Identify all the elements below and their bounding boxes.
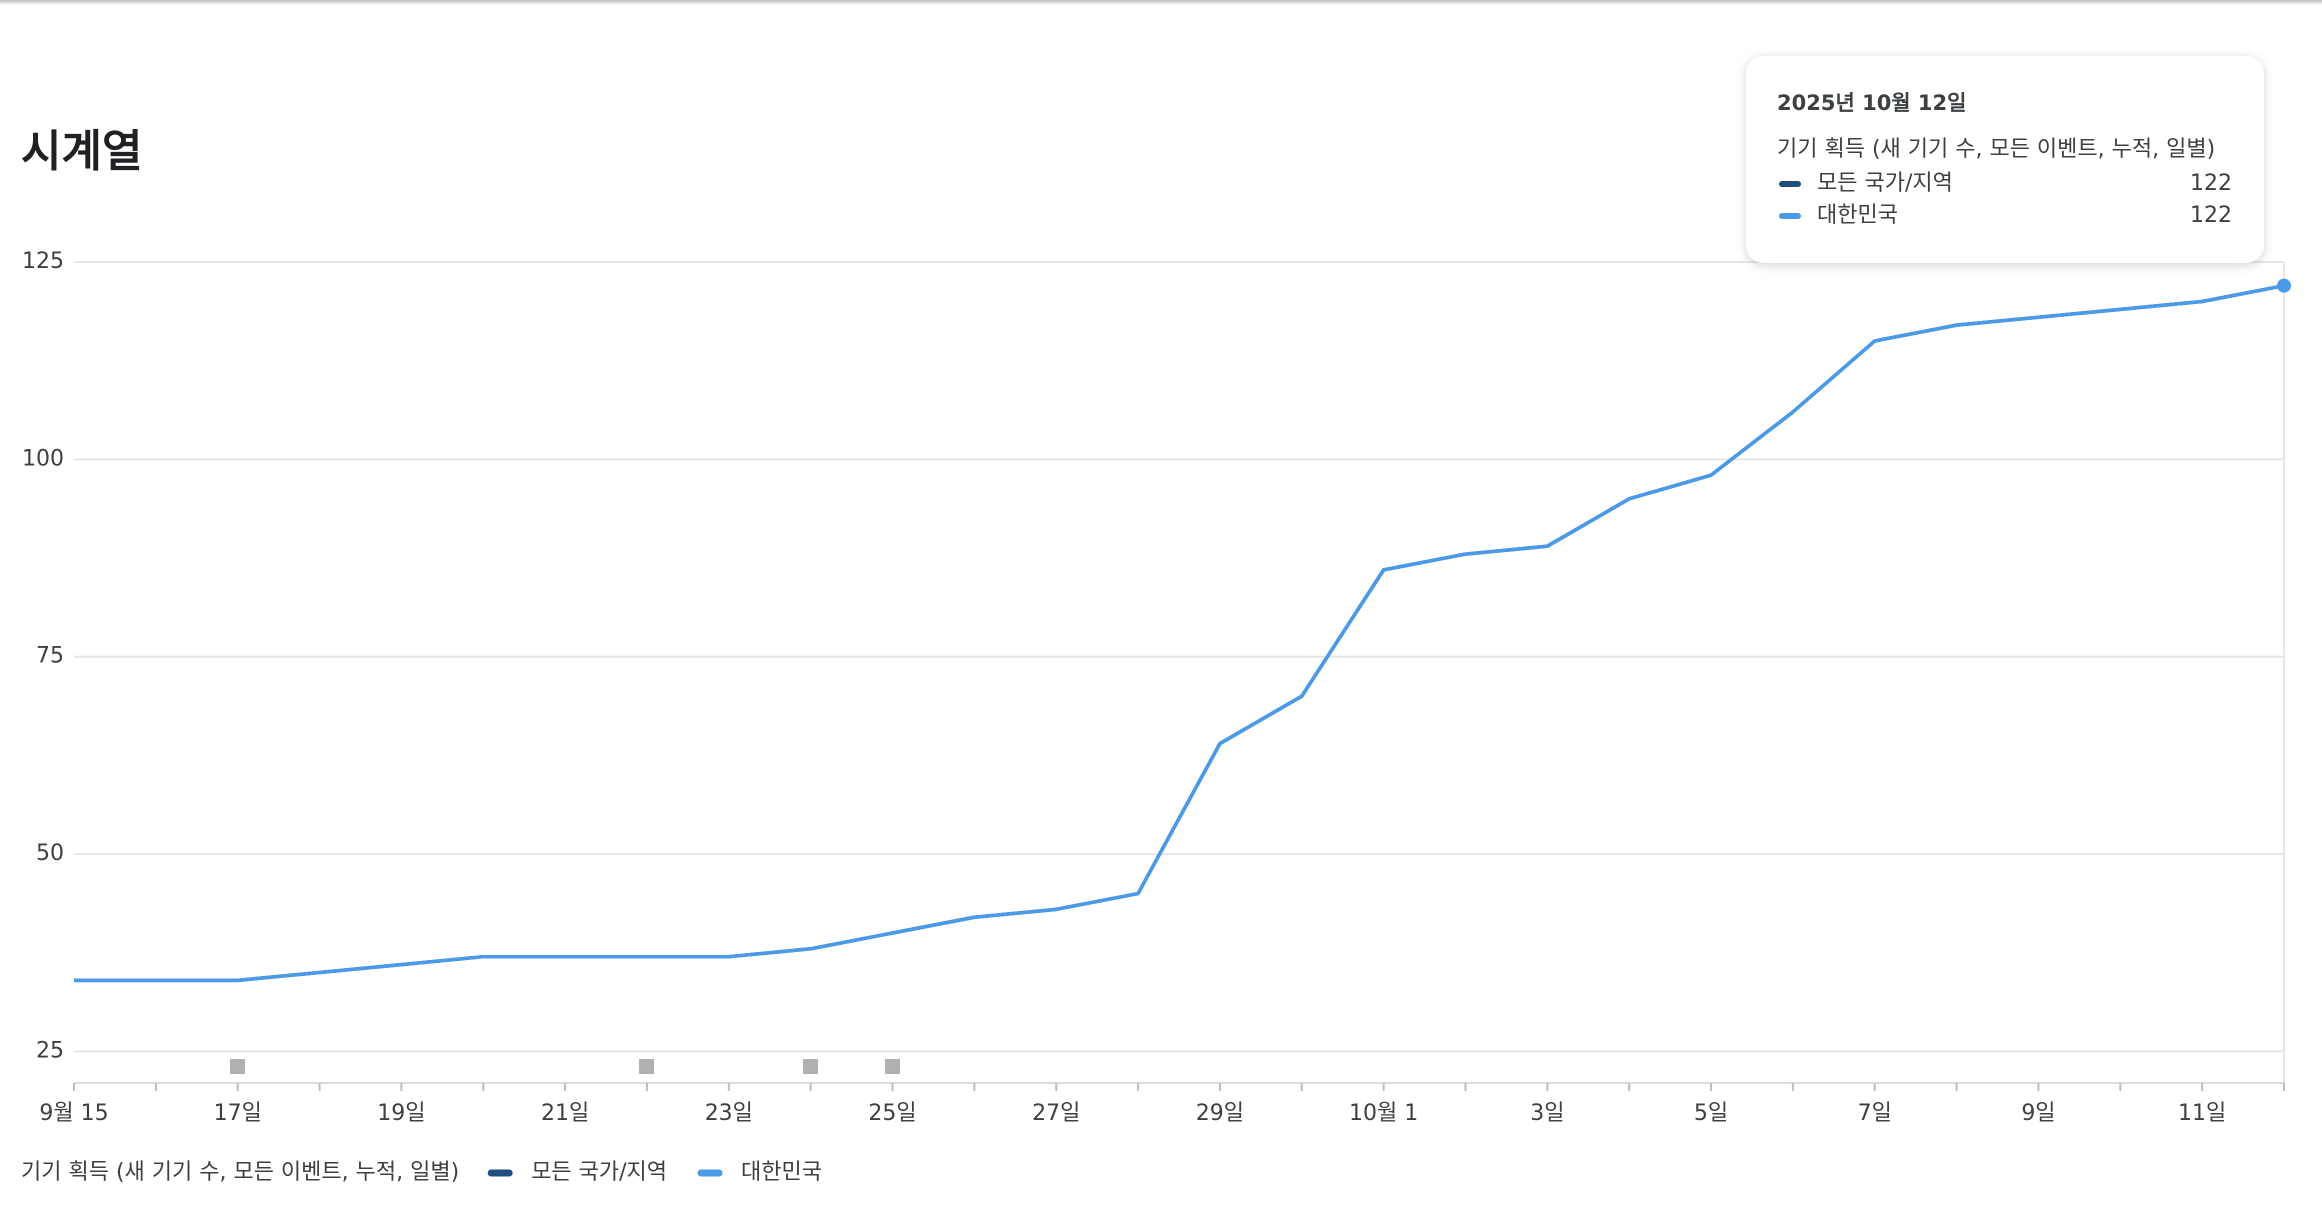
annotation-marker[interactable]: [885, 1059, 900, 1074]
x-tick-label: 27일: [1032, 1101, 1080, 1126]
legend: 기기 획득 (새 기기 수, 모든 이벤트, 누적, 일별) 모든 국가/지역 대한…: [21, 1160, 822, 1185]
y-tick-label: 25: [36, 1038, 64, 1063]
x-tick-label: 29일: [1196, 1101, 1244, 1126]
x-tick-label: 5일: [1694, 1101, 1728, 1126]
hover-point: [2277, 278, 2291, 293]
tooltip-metric: 기기 획득 (새 기기 수, 모든 이벤트, 누적, 일별): [1777, 137, 2215, 162]
tooltip-value: 122: [2190, 203, 2232, 228]
annotation-marker[interactable]: [803, 1059, 818, 1074]
tooltip-box: [1746, 56, 2264, 263]
legend-label[interactable]: 대한민국: [741, 1160, 822, 1185]
tooltip-series-name: 모든 국가/지역: [1817, 171, 1953, 196]
y-tick-label: 100: [22, 446, 64, 471]
x-tick-label: 10월 1: [1349, 1101, 1418, 1126]
annotation-markers: [230, 1059, 900, 1074]
y-tick-label: 75: [36, 644, 64, 669]
tooltip-date: 2025년 10월 12일: [1777, 91, 1966, 115]
annotation-marker[interactable]: [230, 1059, 245, 1074]
x-tick-label: 9일: [2021, 1101, 2055, 1126]
legend-label[interactable]: 모든 국가/지역: [531, 1160, 667, 1185]
tooltip-value: 122: [2190, 171, 2232, 196]
x-tick-label: 9월 15: [39, 1101, 108, 1126]
x-tick-label: 25일: [868, 1101, 916, 1126]
x-tick-label: 7일: [1858, 1101, 1892, 1126]
x-tick-label: 19일: [377, 1101, 425, 1126]
annotation-marker[interactable]: [639, 1059, 654, 1074]
x-tick-label: 3일: [1530, 1101, 1564, 1126]
x-tick-label: 21일: [541, 1101, 589, 1126]
x-tick-label: 17일: [214, 1101, 262, 1126]
y-tick-label: 50: [36, 841, 64, 866]
top-shadow: [0, 0, 2322, 5]
series-line: [74, 283, 2285, 983]
tooltip-series-name: 대한민국: [1817, 203, 1898, 228]
y-tick-label: 125: [22, 249, 64, 274]
tooltip: 2025년 10월 12일 기기 획득 (새 기기 수, 모든 이벤트, 누적,…: [1746, 56, 2264, 263]
legend-title: 기기 획득 (새 기기 수, 모든 이벤트, 누적, 일별): [21, 1160, 459, 1185]
x-tick-label: 11일: [2178, 1101, 2226, 1126]
x-tick-label: 23일: [705, 1101, 753, 1126]
series-line: [74, 283, 2285, 983]
plot: 25 50 75 100 125 9월 15 17일 19일 21일 23일 25일 27일 29일 10…: [22, 249, 2291, 1126]
chart-title: 시계열: [21, 126, 142, 177]
